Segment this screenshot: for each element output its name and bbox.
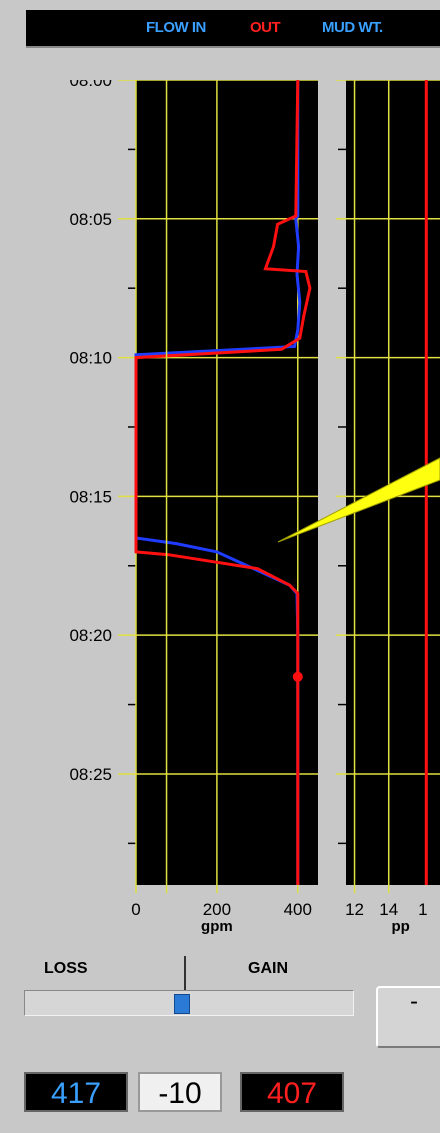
loss-label: LOSS (44, 960, 88, 977)
flow-out-readout: 407 (240, 1072, 344, 1112)
legend-out: OUT (250, 19, 281, 36)
mud-x-tick-label: 14 (379, 900, 398, 919)
mud-x-tick-label: 12 (345, 900, 364, 919)
time-tick-label: 08:00 (69, 80, 112, 90)
mud-x-unit-label: pp (392, 918, 410, 935)
time-tick-label: 08:20 (69, 626, 112, 645)
out-marker-dot (292, 671, 303, 682)
flow-series-out (134, 80, 312, 885)
delta-readout: -10 (138, 1072, 222, 1112)
flow-x-tick-label: 200 (203, 900, 231, 919)
time-tick-label: 08:10 (69, 349, 112, 368)
legend-flow-in: FLOW IN (146, 19, 206, 36)
mud-x-tick-label: 1 (418, 900, 427, 919)
callout-pointer (277, 457, 440, 543)
time-tick-label: 08:15 (69, 487, 112, 506)
legend-mud-wt: MUD WT. (322, 19, 383, 36)
slider-center-divider (184, 956, 186, 998)
flow-x-tick-label: 400 (284, 900, 312, 919)
flow-in-readout: 417 (24, 1072, 128, 1112)
slider-thumb[interactable] (173, 994, 190, 1014)
flow-x-tick-label: 0 (131, 900, 140, 919)
gain-label: GAIN (248, 960, 288, 977)
flow-panel-bg (136, 80, 318, 885)
loss-gain-slider[interactable] (24, 990, 354, 1016)
flow-x-unit-label: gpm (201, 918, 233, 935)
time-tick-label: 08:25 (69, 765, 112, 784)
minus-button[interactable]: - (376, 986, 440, 1048)
time-tick-label: 08:05 (69, 210, 112, 229)
flow-chart: 0 200 400 gpm 12 14 1 pp 08:00 08:05 08:10 08:15 08:… (69, 80, 440, 935)
legend-header: FLOW IN OUT MUD WT. (26, 10, 440, 48)
